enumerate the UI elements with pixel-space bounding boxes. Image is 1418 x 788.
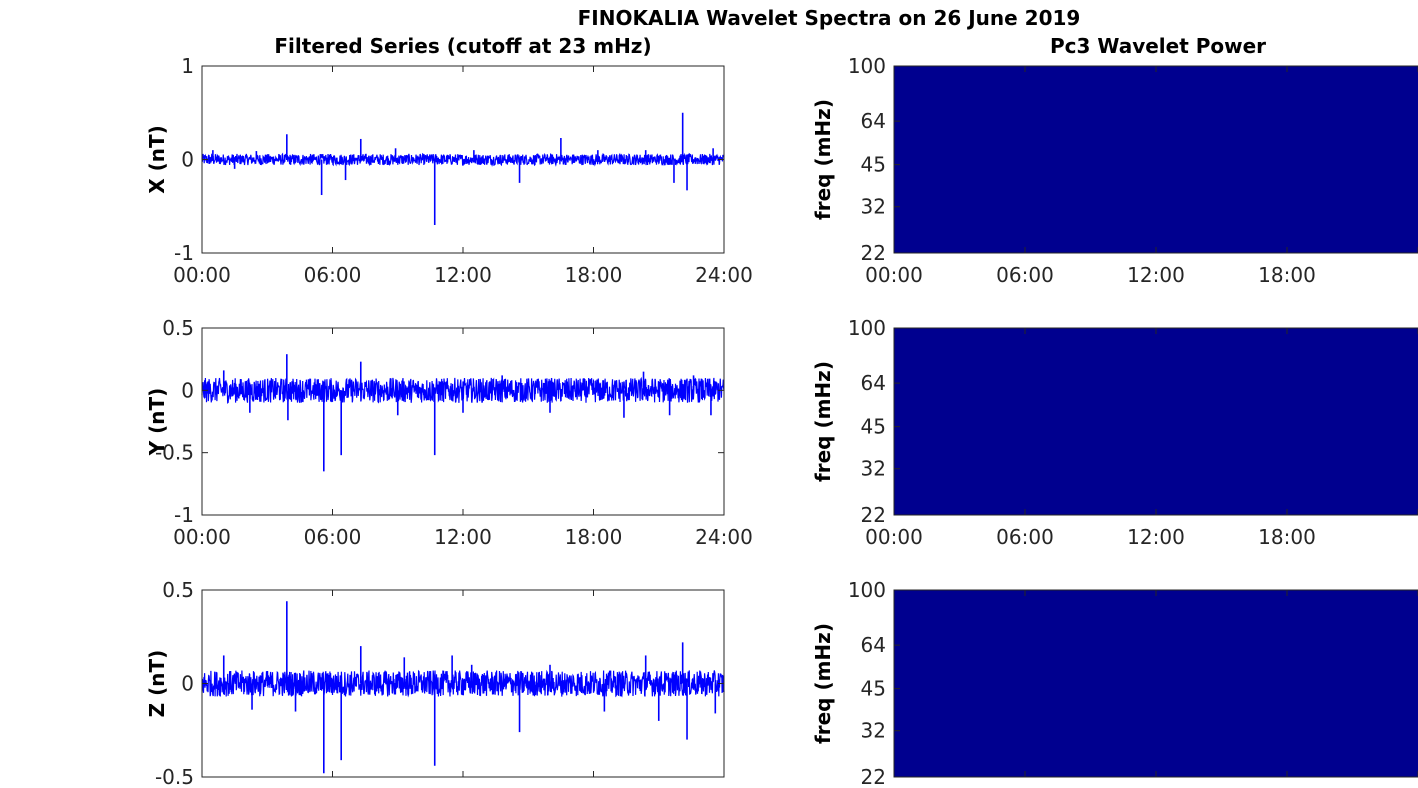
y-axis-label: Z (nT) [145, 650, 169, 718]
y-tick-label: -1 [174, 241, 194, 265]
y-tick-label: 22 [861, 765, 886, 788]
x-tick-label: 00:00 [865, 263, 923, 287]
x-tick-label: 12:00 [1127, 525, 1185, 549]
x-tick-label: 18:00 [1258, 263, 1316, 287]
x-tick-label: 24:00 [695, 525, 753, 549]
x-tick-label: 00:00 [173, 525, 231, 549]
y-tick-label: 32 [861, 457, 886, 481]
x-tick-label: 12:00 [434, 525, 492, 549]
x-tick-label: 18:00 [565, 525, 623, 549]
y-tick-label: 22 [861, 503, 886, 527]
series-panel-y: 0.5 0 -0.5 -100:00 06:00 12:00 18:00 24:00 Y (nT… [145, 316, 753, 549]
y-axis-label: freq (mHz) [811, 361, 835, 482]
y-axis-label: freq (mHz) [811, 99, 835, 220]
series-trace [201, 669, 725, 698]
x-tick-label: 18:00 [565, 263, 623, 287]
wavelet-power-map [893, 65, 1418, 254]
x-tick-label: 06:00 [996, 263, 1054, 287]
series-trace [201, 152, 725, 167]
left-column-title: Filtered Series (cutoff at 23 mHz) [274, 34, 651, 58]
y-tick-label: 45 [861, 415, 886, 439]
x-tick-label: 06:00 [996, 525, 1054, 549]
y-tick-label: 32 [861, 719, 886, 743]
x-tick-label: 12:00 [434, 263, 492, 287]
series-trace [201, 376, 725, 404]
y-tick-label: -0.5 [155, 441, 194, 465]
x-tick-label: 12:00 [1127, 263, 1185, 287]
y-tick-label: 45 [861, 153, 886, 177]
x-tick-label: 00:00 [865, 525, 923, 549]
plot-area [202, 328, 724, 515]
y-axis-label: X (nT) [145, 125, 169, 194]
y-tick-label: 100 [848, 316, 886, 340]
right-column-title: Pc3 Wavelet Power [1050, 34, 1266, 58]
y-tick-label: -1 [174, 503, 194, 527]
x-tick-label: 06:00 [304, 525, 362, 549]
y-tick-label: 0 [181, 672, 194, 696]
y-tick-label: -0.5 [155, 765, 194, 788]
y-tick-label: 64 [861, 371, 886, 395]
y-tick-label: 45 [861, 677, 886, 701]
y-tick-label: 0.5 [162, 578, 194, 602]
y-tick-label: 32 [861, 195, 886, 219]
figure-title: FINOKALIA Wavelet Spectra on 26 June 201… [578, 6, 1081, 30]
y-tick-label: 0 [181, 378, 194, 402]
x-tick-label: 24:00 [695, 263, 753, 287]
y-tick-label: 0 [181, 148, 194, 172]
y-axis-label: freq (mHz) [811, 623, 835, 744]
wavelet-power-map [893, 327, 1418, 516]
series-panel-x: 1 0 -100:00 06:00 12:00 18:00 24:00 X (nT) [145, 54, 753, 287]
y-tick-label: 100 [848, 54, 886, 78]
x-tick-label: 00:00 [173, 263, 231, 287]
x-tick-label: 06:00 [304, 263, 362, 287]
y-tick-label: 22 [861, 241, 886, 265]
y-axis-label: Y (nT) [145, 388, 169, 457]
wavelet-panel-z: 100 64 45 32 22 freq (mHz) [811, 578, 1418, 788]
y-tick-label: 64 [861, 633, 886, 657]
series-panel-z: 0.5 0 -0.5 Z (nT) [145, 578, 725, 788]
x-tick-label: 18:00 [1258, 525, 1316, 549]
wavelet-power-map [893, 589, 1418, 778]
y-tick-label: 64 [861, 109, 886, 133]
y-tick-label: 1 [181, 54, 194, 78]
y-tick-label: 0.5 [162, 316, 194, 340]
y-tick-label: 100 [848, 578, 886, 602]
